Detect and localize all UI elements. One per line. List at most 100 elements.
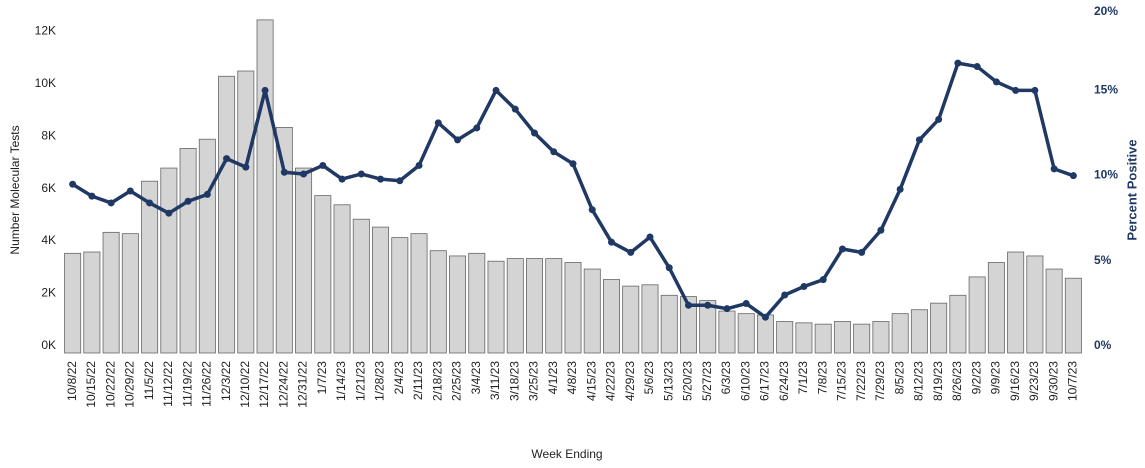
marker	[935, 115, 943, 123]
bar	[987, 262, 1005, 354]
x-tick-label: 4/22/23	[604, 361, 618, 401]
bar	[64, 252, 82, 354]
bar	[391, 237, 409, 354]
marker	[800, 283, 808, 291]
bar	[545, 258, 563, 354]
bar	[776, 321, 794, 354]
marker	[877, 226, 885, 234]
x-tick-label: 7/1/23	[796, 361, 810, 395]
bar	[102, 231, 120, 354]
bar	[872, 321, 890, 354]
bar	[603, 279, 620, 354]
bar	[853, 323, 871, 354]
y2-tick-label: 5%	[1094, 253, 1112, 267]
marker	[665, 264, 673, 272]
bar	[314, 195, 332, 354]
y2-tick-label: 15%	[1094, 82, 1118, 96]
bar	[930, 302, 948, 354]
x-axis-title: Week Ending	[531, 447, 602, 461]
x-tick-label: 6/10/23	[738, 361, 752, 401]
x-tick-label: 2/25/23	[450, 361, 464, 401]
bar	[333, 204, 351, 354]
bar	[1064, 277, 1082, 354]
y-tick-label: 4K	[41, 233, 56, 247]
bar	[814, 323, 832, 354]
x-tick-label: 7/8/23	[815, 361, 829, 395]
x-tick-label: 5/20/23	[681, 361, 695, 401]
y-tick-label: 12K	[35, 23, 56, 37]
x-tick-label: 2/11/23	[411, 361, 425, 400]
marker	[973, 63, 981, 71]
marker	[1012, 86, 1020, 94]
x-tick-label: 2/18/23	[430, 361, 444, 401]
bar	[275, 127, 293, 354]
x-tick-label: 3/25/23	[527, 361, 541, 401]
x-tick-label: 11/19/22	[180, 361, 194, 407]
bar	[487, 260, 505, 354]
marker	[1050, 165, 1058, 173]
x-tick-label: 8/5/23	[892, 361, 906, 395]
bar	[679, 296, 697, 354]
marker	[588, 206, 596, 214]
bar	[410, 233, 428, 354]
bar	[179, 147, 197, 354]
bar	[429, 250, 447, 354]
bar	[468, 252, 486, 354]
marker	[838, 245, 846, 253]
marker	[1031, 86, 1039, 94]
x-tick-label: 9/2/23	[969, 361, 983, 395]
marker	[126, 187, 134, 195]
marker	[396, 177, 404, 185]
marker	[69, 180, 77, 188]
marker	[896, 185, 904, 193]
marker	[684, 301, 692, 309]
bar	[449, 255, 467, 354]
marker	[954, 59, 962, 67]
bar	[526, 258, 543, 354]
marker	[261, 86, 269, 94]
x-tick-label: 8/12/23	[912, 361, 926, 401]
marker	[992, 78, 1000, 86]
marker	[203, 190, 211, 198]
marker	[511, 105, 519, 113]
y2-tick-label: 10%	[1094, 168, 1118, 182]
marker	[338, 175, 346, 183]
bar	[352, 218, 370, 354]
x-tick-label: 12/24/22	[276, 361, 290, 408]
bar	[968, 276, 986, 354]
y-tick-label: 0K	[41, 338, 56, 352]
marker	[107, 199, 115, 207]
marker	[415, 161, 423, 169]
marker	[319, 161, 327, 169]
marker	[915, 136, 923, 144]
x-tick-label: 4/29/23	[623, 361, 637, 401]
y-tick-label: 6K	[41, 181, 56, 195]
bar	[121, 233, 139, 354]
marker	[742, 300, 750, 308]
x-tick-label: 9/16/23	[1008, 361, 1022, 401]
x-tick-label: 8/19/23	[931, 361, 945, 401]
x-tick-label: 12/10/22	[238, 361, 252, 408]
x-tick-label: 6/3/23	[719, 361, 733, 395]
x-tick-label: 1/28/23	[373, 361, 387, 401]
x-tick-label: 6/17/23	[758, 361, 772, 401]
x-tick-label: 4/15/23	[584, 361, 598, 401]
x-tick-label: 5/13/23	[661, 361, 675, 401]
y2-tick-label: 20%	[1094, 4, 1118, 18]
x-tick-label: 11/26/22	[200, 361, 214, 407]
marker	[607, 238, 615, 246]
bar	[506, 258, 524, 354]
bar	[218, 75, 236, 354]
y-tick-label: 8K	[41, 128, 56, 142]
x-tick-label: 10/22/22	[103, 361, 117, 408]
x-tick-label: 12/3/22	[219, 361, 233, 401]
x-tick-label: 10/8/22	[65, 361, 79, 401]
marker	[550, 148, 558, 156]
marker	[473, 124, 481, 132]
x-tick-label: 1/7/23	[315, 361, 329, 395]
marker	[280, 168, 288, 176]
x-tick-label: 9/30/23	[1046, 361, 1060, 401]
bar	[699, 300, 717, 354]
bar	[372, 226, 390, 354]
